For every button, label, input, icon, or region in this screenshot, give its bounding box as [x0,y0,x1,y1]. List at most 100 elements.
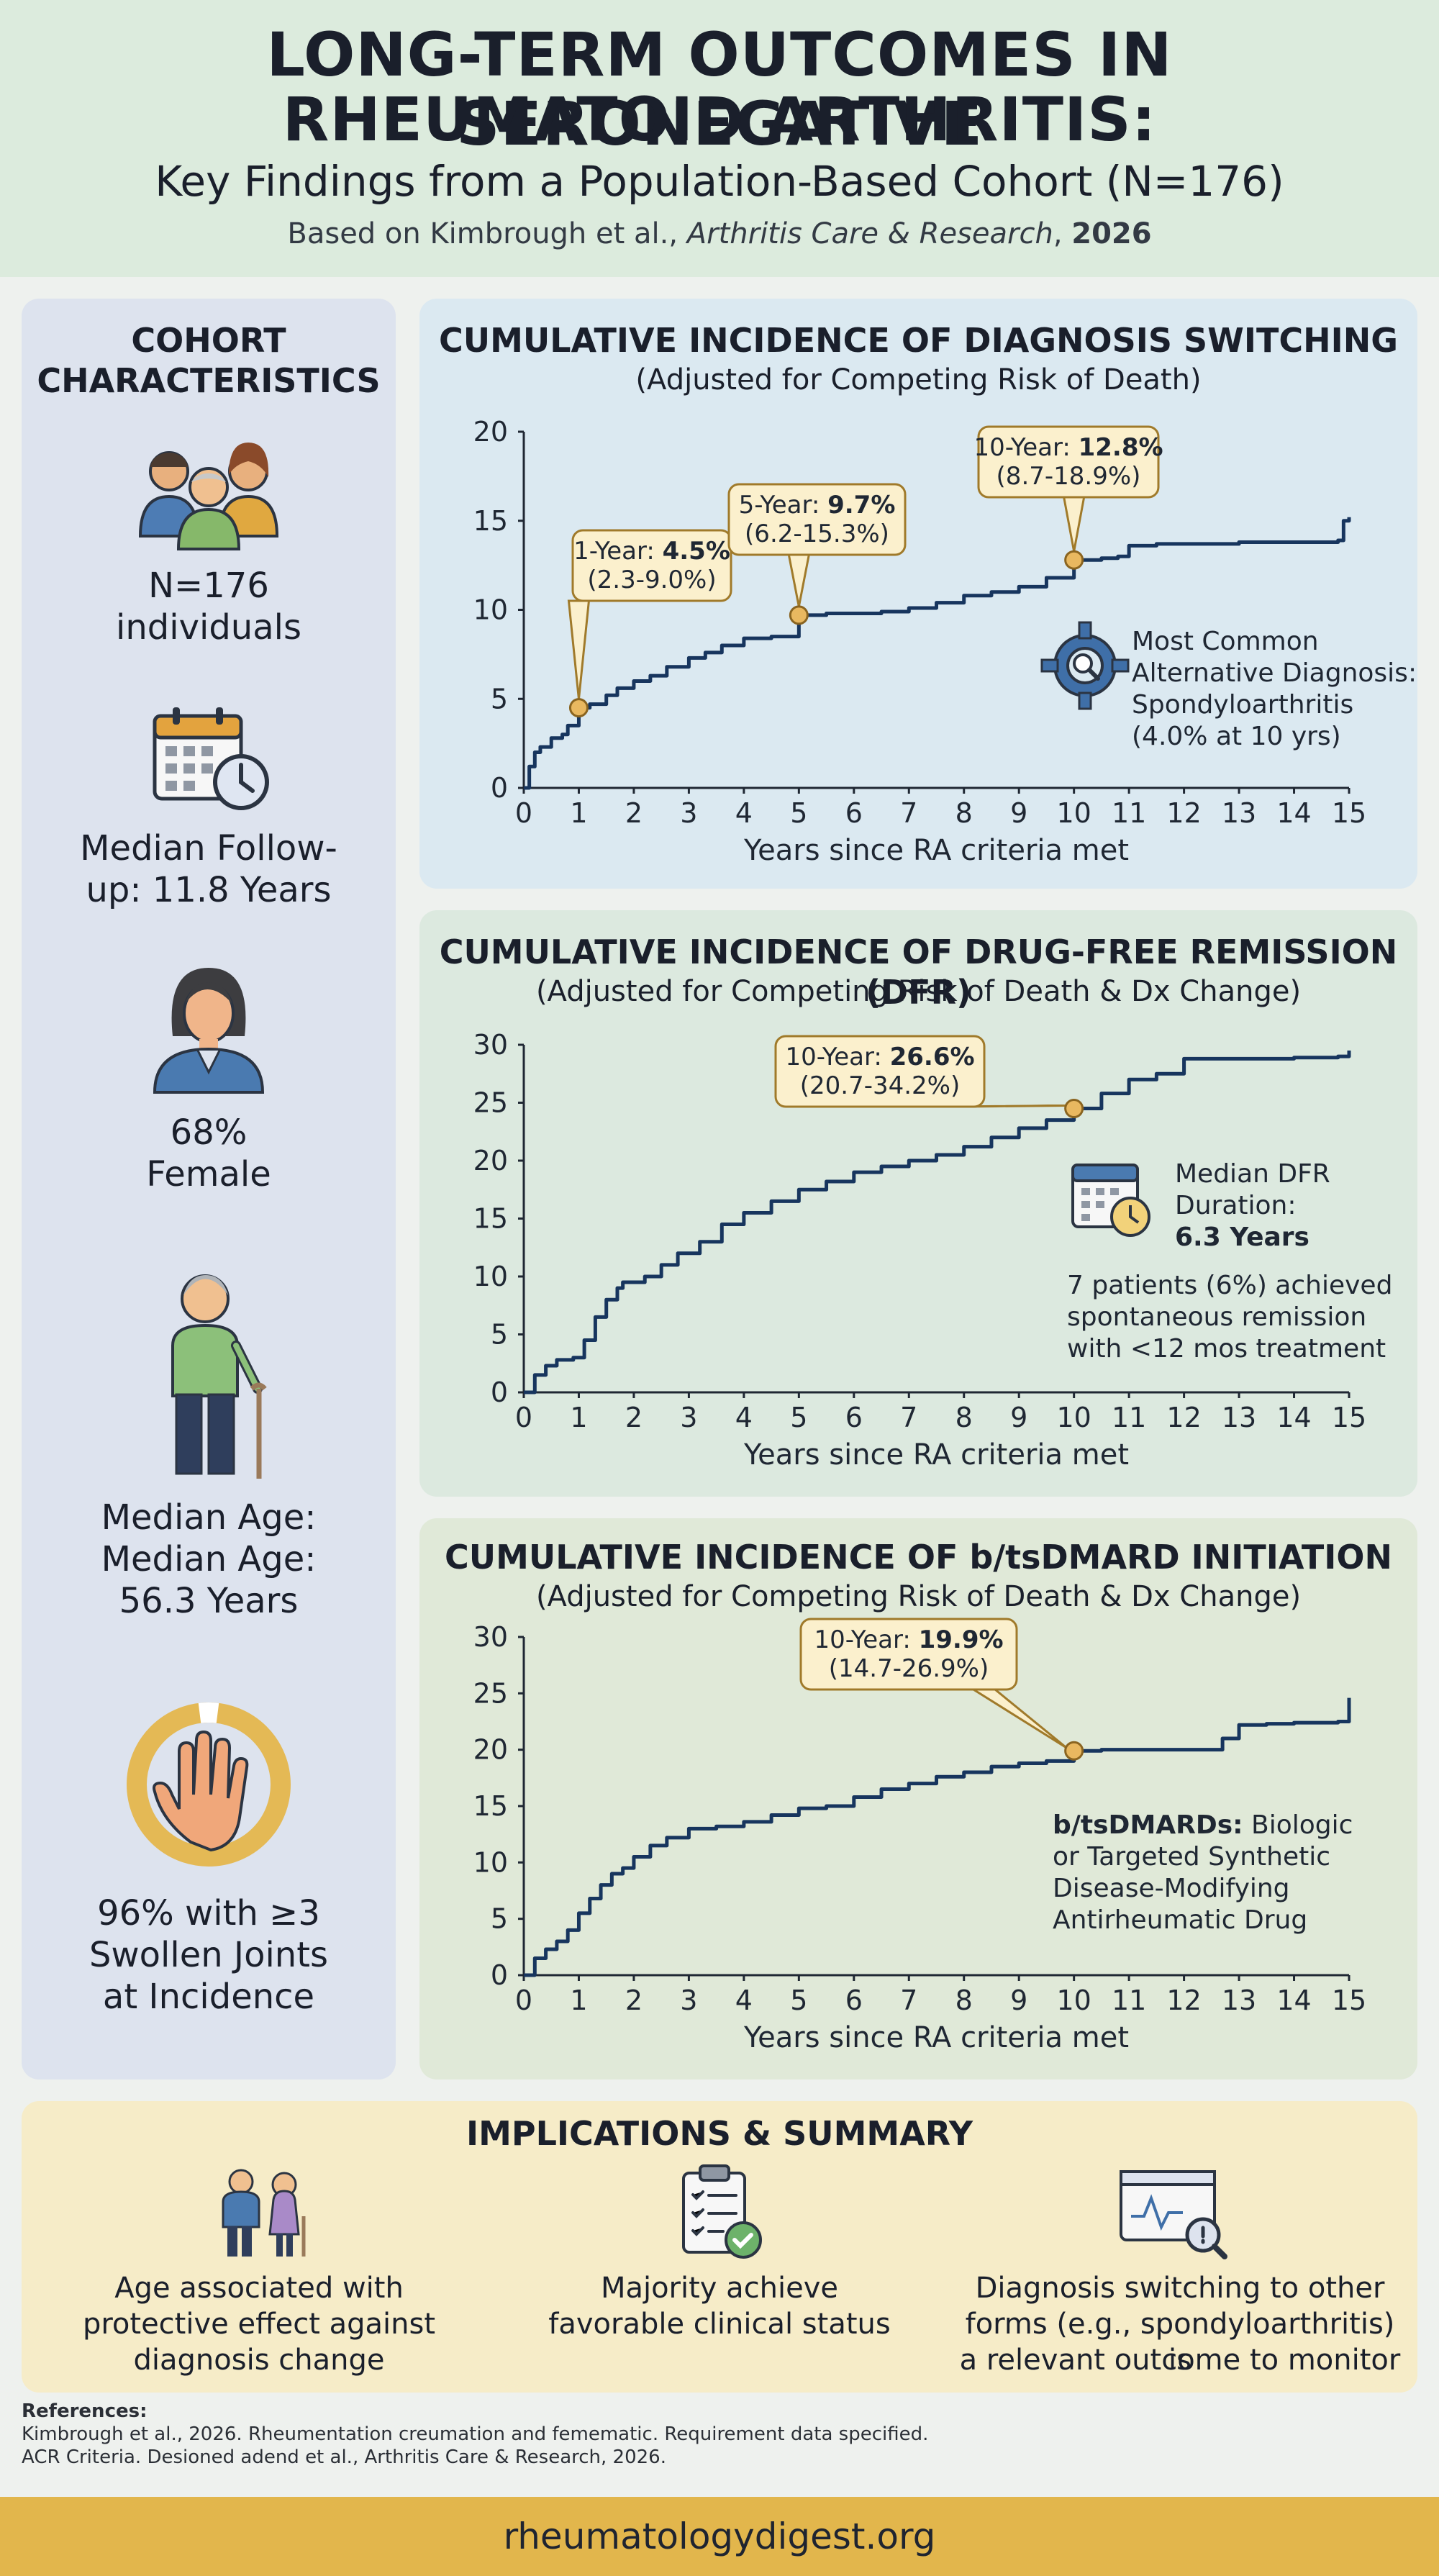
chart2-note-line3: 6.3 Years [1175,1223,1309,1252]
x-tick-label: 5 [790,1985,807,2016]
elderly-man-cane-icon [171,1274,267,1479]
callout-label: 10-Year: 26.6% [785,1043,974,1071]
reference-line-2: ACR Criteria. Desioned adend et al., Art… [22,2446,666,2468]
x-tick-label: 4 [735,797,753,829]
page-subtitle: Key Findings from a Population-Based Coh… [155,157,1284,206]
references: References: Kimbrough et al., 2026. Rheu… [22,2400,1417,2469]
y-tick-label: 20 [473,1145,508,1176]
x-tick-label: 8 [955,1985,973,2016]
implication-3-line2: forms (e.g., spondyloarthritis) is [965,2308,1395,2377]
chart2-plot: 0 1 2 3 4 5 6 7 8 9 10 11 12 13 14 15051015202530Years … [473,1029,1367,1471]
diagnosis-switching-panel: CUMULATIVE INCIDENCE OF DIAGNOSIS SWITCH… [419,299,1417,889]
chart2-note-line2: Duration: [1175,1191,1297,1220]
footer-site-link[interactable]: rheumatologydigest.org [503,2516,936,2557]
callout-box [977,425,1160,499]
x-tick-label: 13 [1222,1985,1256,2016]
data-point-marker [1064,1741,1084,1761]
cohort-n-line2: individuals [116,607,301,648]
y-tick-label: 20 [473,416,508,448]
header: LONG-TERM OUTCOMES IN SERONEGATIVE RHEUM… [0,0,1439,277]
citation-sep: , [1053,217,1072,250]
data-point-marker [1064,550,1084,570]
reference-line-1: Kimbrough et al., 2026. Rheumentation cr… [22,2423,929,2445]
x-tick-label: 2 [625,1985,643,2016]
cohort-title-line1: COHORT [131,321,286,360]
page-title-line1: LONG-TERM OUTCOMES IN SERONEGATIVE [266,19,1173,159]
x-tick-label: 14 [1276,1985,1311,2016]
x-tick-label: 2 [625,1402,643,1433]
x-tick-label: 5 [790,1402,807,1433]
calendar-clock-icon [1071,1164,1150,1237]
data-point-marker [1064,1099,1084,1119]
x-tick-label: 9 [1010,797,1027,829]
y-tick-label: 0 [491,772,508,804]
x-tick-label: 8 [955,1402,973,1433]
x-tick-label: 4 [735,1402,753,1433]
chart3-note-rest: Biologic [1243,1810,1353,1840]
monitor-search-icon [1120,2170,1227,2259]
y-tick-label: 0 [491,1959,508,1991]
callout-value: 19.9% [919,1625,1004,1654]
chart3-note-line4: Antirheumatic Drug [1053,1905,1308,1935]
cohort-age-line1: Median Age: [101,1497,317,1538]
callout-ci: (8.7-18.9%) [997,462,1141,491]
woman-icon [153,968,265,1094]
x-tick-label: 7 [900,1985,917,2016]
references-title: References: [22,2400,147,2422]
series-line [524,1051,1351,1394]
callout-label: 5-Year: 9.7% [739,491,896,520]
implication-3-line1: Diagnosis switching to other [975,2272,1385,2305]
y-tick-label: 25 [473,1087,508,1119]
y-tick-label: 5 [491,683,508,715]
cohort-age-line3: 56.3 Years [119,1581,299,1621]
chart3-plot: 0 1 2 3 4 5 6 7 8 9 10 11 12 13 14 15051015202530Years … [473,1618,1366,2054]
cohort-age-line2: Median Age: [101,1539,317,1579]
data-point-marker [568,698,589,718]
chart2-note2-line3: with <12 mos treatment [1067,1334,1386,1364]
cohort-followup-line2: up: 11.8 Years [86,870,332,910]
callout-label-prefix: 10-Year: [973,433,1078,462]
x-tick-label: 9 [1010,1402,1027,1433]
callout-label-prefix: 1-Year: [573,537,663,566]
x-tick-label: 15 [1332,797,1366,829]
x-tick-label: 3 [680,1985,697,2016]
citation-prefix: Based on Kimbrough et al., [287,217,687,250]
x-tick-label: 14 [1276,797,1311,829]
callout-tail [969,1688,1068,1749]
chart3-note-line2: or Targeted Synthetic [1053,1842,1331,1872]
callout-value: 26.6% [890,1043,975,1071]
x-tick-label: 0 [515,1402,532,1433]
chart3-note-line1: b/tsDMARDs: Biologic [1053,1810,1353,1841]
y-tick-label: 30 [473,1029,508,1061]
callout-value: 9.7% [827,491,895,520]
x-tick-label: 8 [955,797,973,829]
data-point-marker [789,605,809,625]
implication-3-line3: a relevant outcome to monitor [959,2344,1401,2377]
x-tick-label: 10 [1056,1985,1091,2016]
callout-ci: (20.7-34.2%) [800,1071,961,1100]
x-axis-label: Years since RA criteria met [743,2021,1129,2054]
chart1-title: CUMULATIVE INCIDENCE OF DIAGNOSIS SWITCH… [438,321,1399,360]
callout-label-prefix: 10-Year: [785,1043,889,1071]
series-line [524,1697,1351,1977]
callout-label: 10-Year: 12.8% [973,433,1163,462]
clipboard-check-icon [682,2164,762,2259]
callout-value: 4.5% [663,537,730,566]
cohort-followup-line1: Median Follow- [80,828,337,869]
implication-2-line2: favorable clinical status [548,2308,891,2341]
y-tick-label: 0 [491,1377,508,1408]
chart3-subtitle: (Adjusted for Competing Risk of Death & … [535,1580,1302,1613]
chart3-note-line3: Disease-Modifying [1053,1874,1290,1903]
citation-journal: Arthritis Care & Research [686,217,1053,250]
y-tick-label: 20 [473,1734,508,1766]
x-tick-label: 12 [1166,1402,1201,1433]
y-tick-label: 10 [473,1261,508,1292]
y-tick-label: 10 [473,594,508,626]
y-tick-label: 15 [473,1790,508,1822]
implications-panel: IMPLICATIONS & SUMMARY Age associated wi… [22,2101,1417,2393]
x-tick-label: 10 [1056,1402,1091,1433]
calendar-clock-icon [153,707,269,810]
chart1-subtitle: (Adjusted for Competing Risk of Death) [635,363,1202,396]
footer: rheumatologydigest.org [0,2497,1439,2576]
